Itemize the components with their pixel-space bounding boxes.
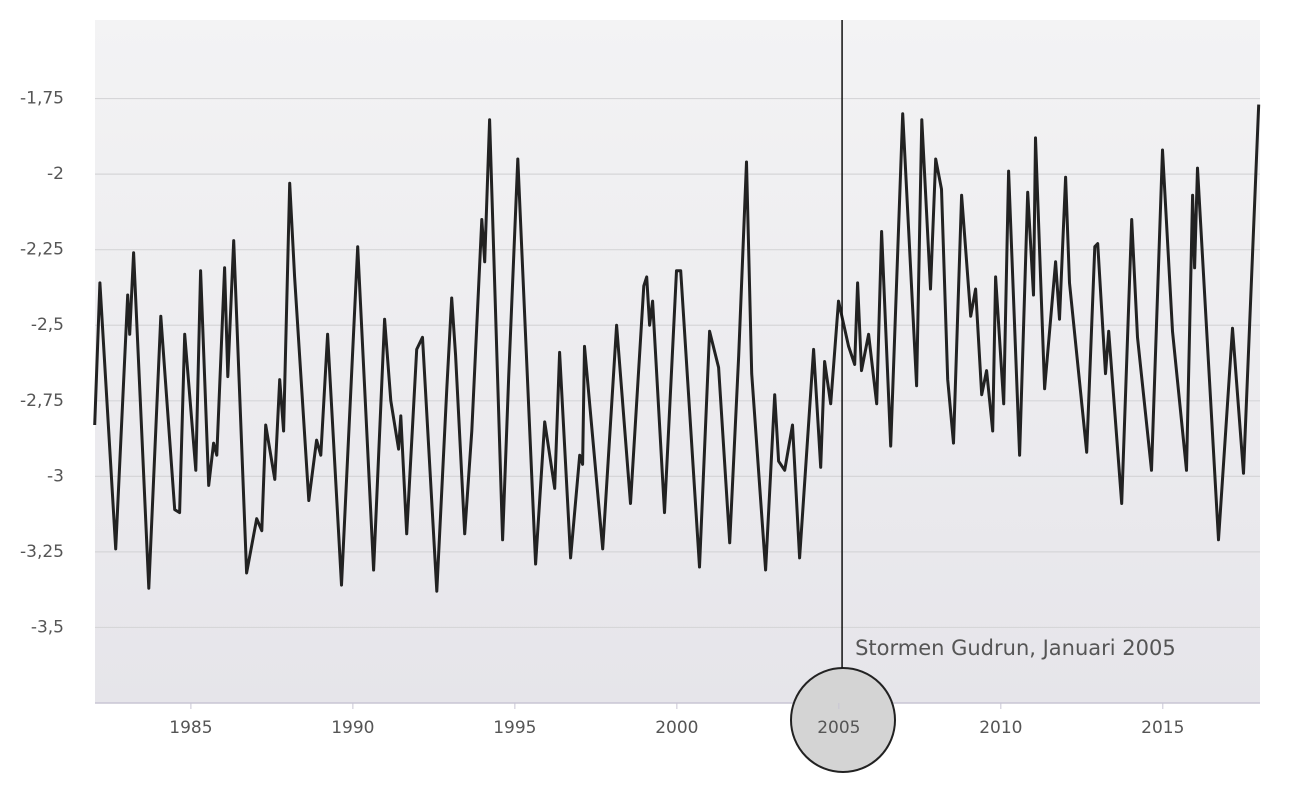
annotation-text: Stormen Gudrun, Januari 2005: [855, 636, 1176, 660]
y-tick-label: -3: [47, 466, 64, 486]
highlight-circle: [790, 667, 896, 773]
x-tick-label: 2005: [817, 718, 860, 738]
y-tick-label: -2: [47, 164, 64, 184]
x-tick-label: 1995: [493, 718, 536, 738]
y-tick-label: -1,75: [20, 89, 64, 109]
y-tick-label: -2,75: [20, 391, 64, 411]
y-tick-label: -2,25: [20, 240, 64, 260]
x-tick-label: 2015: [1141, 718, 1184, 738]
y-tick-label: -3,5: [31, 617, 64, 637]
x-tick-label: 2000: [655, 718, 698, 738]
data-line: [93, 104, 1261, 593]
y-tick-label: -2,5: [31, 315, 64, 335]
x-tick-label: 1985: [169, 718, 212, 738]
x-tick-label: 1990: [331, 718, 374, 738]
y-tick-label: -3,25: [20, 542, 64, 562]
plot-area: [95, 20, 1260, 703]
x-tick-label: 2010: [979, 718, 1022, 738]
